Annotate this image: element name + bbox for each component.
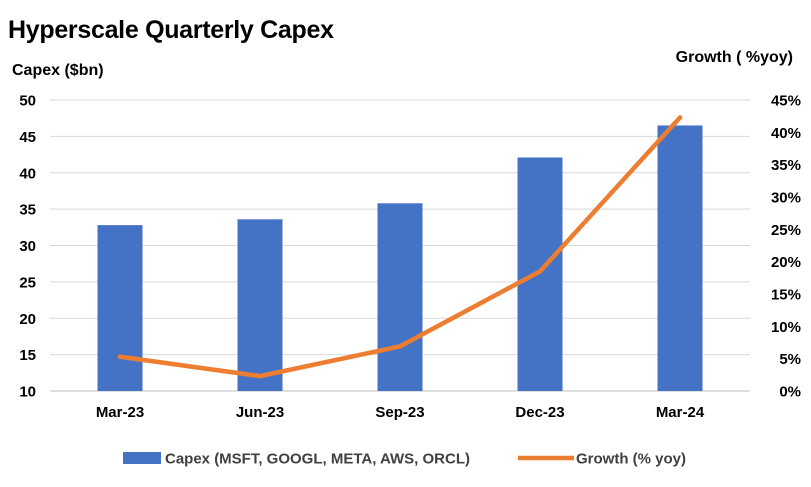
left-tick-label: 50: [19, 93, 36, 110]
left-axis-label: Capex ($bn): [12, 62, 104, 79]
chart-title: Hyperscale Quarterly Capex: [8, 16, 334, 44]
right-tick-label: 10%: [771, 319, 801, 336]
category-label: Mar-23: [96, 404, 144, 421]
category-label: Jun-23: [236, 404, 284, 421]
right-tick-label: 0%: [779, 384, 801, 401]
capex-bar: [237, 219, 283, 391]
category-label: Sep-23: [375, 404, 424, 421]
left-tick-label: 30: [19, 238, 36, 255]
legend-line-label: Growth (% yoy): [576, 451, 686, 468]
left-tick-label: 15: [19, 347, 36, 364]
right-tick-label: 20%: [771, 254, 801, 271]
left-tick-label: 45: [19, 129, 36, 146]
capex-bar: [377, 203, 423, 391]
left-tick-label: 35: [19, 202, 36, 219]
growth-point: [537, 269, 543, 274]
legend-bar-label: Capex (MSFT, GOOGL, META, AWS, ORCL): [165, 451, 470, 468]
legend-bar-swatch: [123, 452, 161, 464]
growth-point: [397, 344, 403, 349]
right-tick-label: 25%: [771, 222, 801, 239]
right-tick-label: 35%: [771, 157, 801, 174]
right-tick-label: 30%: [771, 190, 801, 207]
right-tick-label: 45%: [771, 93, 801, 110]
right-axis-label: Growth ( %yoy): [675, 49, 793, 66]
growth-point: [677, 115, 683, 120]
left-tick-label: 20: [19, 311, 36, 328]
capex-bar: [657, 125, 703, 392]
left-tick-label: 25: [19, 274, 36, 291]
category-label: Dec-23: [515, 404, 564, 421]
right-tick-label: 15%: [771, 287, 801, 304]
growth-point: [117, 354, 123, 359]
capex-bar: [517, 157, 563, 391]
category-label: Mar-24: [656, 404, 705, 421]
right-tick-label: 40%: [771, 125, 801, 142]
left-tick-label: 40: [19, 165, 36, 182]
right-tick-label: 5%: [779, 351, 801, 368]
growth-point: [257, 373, 263, 379]
capex-bar: [97, 225, 143, 391]
left-tick-label: 10: [19, 384, 36, 401]
